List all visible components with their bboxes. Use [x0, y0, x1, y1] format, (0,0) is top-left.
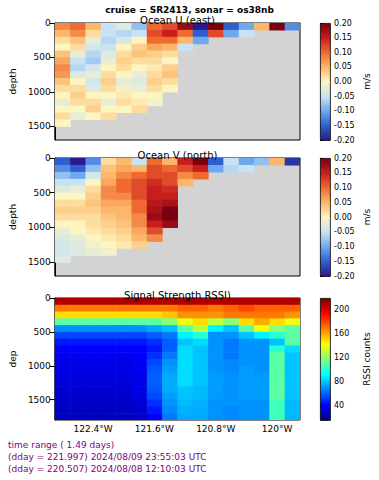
svg-text:(dday = 221.997) 2024/08/09 23: (dday = 221.997) 2024/08/09 23:55:03 UTC [8, 452, 207, 462]
svg-text:time range ( 1.49 days): time range ( 1.49 days) [8, 440, 114, 450]
svg-text:-0.15: -0.15 [334, 257, 355, 266]
svg-text:1000: 1000 [28, 361, 51, 371]
svg-text:dep: dep [8, 350, 18, 367]
svg-text:0.20: 0.20 [334, 19, 352, 28]
svg-text:0: 0 [45, 153, 51, 163]
svg-text:120: 120 [334, 353, 349, 362]
svg-text:0.00: 0.00 [334, 213, 352, 222]
svg-text:1500: 1500 [28, 257, 51, 267]
svg-text:m/s: m/s [362, 208, 372, 225]
svg-text:1000: 1000 [28, 87, 51, 97]
svg-text:120°W: 120°W [262, 424, 293, 434]
svg-text:1500: 1500 [28, 395, 51, 405]
svg-text:0.00: 0.00 [334, 77, 352, 86]
svg-text:0.05: 0.05 [334, 62, 352, 71]
svg-text:0.05: 0.05 [334, 198, 352, 207]
svg-text:121.6°W: 121.6°W [135, 424, 174, 434]
svg-text:Ocean U (east): Ocean U (east) [140, 15, 215, 26]
svg-text:0.10: 0.10 [334, 48, 352, 57]
svg-text:122.4°W: 122.4°W [74, 424, 113, 434]
svg-text:160: 160 [334, 329, 349, 338]
svg-text:0: 0 [45, 18, 51, 28]
svg-text:1500: 1500 [28, 121, 51, 131]
svg-text:-0.15: -0.15 [334, 121, 355, 130]
svg-text:120.8°W: 120.8°W [196, 424, 235, 434]
svg-text:-0.05: -0.05 [334, 227, 355, 236]
svg-text:80: 80 [334, 377, 344, 386]
svg-text:0.15: 0.15 [334, 33, 352, 42]
svg-text:500: 500 [34, 327, 51, 337]
svg-text:cruise = SR2413, sonar = os38n: cruise = SR2413, sonar = os38nb [105, 5, 274, 15]
svg-text:depth: depth [8, 68, 18, 94]
svg-text:0.20: 0.20 [334, 154, 352, 163]
svg-text:0.15: 0.15 [334, 168, 352, 177]
svg-text:Signal Strength RSSI): Signal Strength RSSI) [124, 290, 231, 301]
svg-text:m/s: m/s [362, 73, 372, 90]
svg-text:-0.10: -0.10 [334, 106, 355, 115]
svg-text:1000: 1000 [28, 222, 51, 232]
svg-text:(dday = 220.507) 2024/08/08 12: (dday = 220.507) 2024/08/08 12:10:03 UTC [8, 464, 207, 474]
svg-text:-0.05: -0.05 [334, 92, 355, 101]
svg-text:-0.20: -0.20 [334, 136, 355, 145]
svg-text:RSSI counts: RSSI counts [362, 332, 372, 386]
svg-text:-0.20: -0.20 [334, 272, 355, 281]
svg-text:40: 40 [334, 401, 344, 410]
svg-text:0: 0 [45, 293, 51, 303]
svg-text:200: 200 [334, 305, 349, 314]
svg-text:0.10: 0.10 [334, 183, 352, 192]
svg-text:500: 500 [34, 52, 51, 62]
svg-text:500: 500 [34, 188, 51, 198]
svg-text:-0.10: -0.10 [334, 242, 355, 251]
svg-text:depth: depth [8, 204, 18, 230]
svg-text:Ocean V (north): Ocean V (north) [138, 150, 218, 161]
